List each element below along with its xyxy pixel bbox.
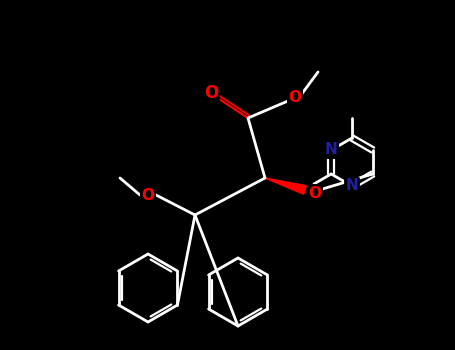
Text: O: O (204, 84, 218, 102)
Text: O: O (142, 188, 155, 203)
Polygon shape (265, 178, 306, 194)
Text: N: N (325, 142, 338, 158)
Text: O: O (288, 91, 302, 105)
Text: N: N (346, 178, 359, 194)
Text: O: O (308, 186, 322, 201)
